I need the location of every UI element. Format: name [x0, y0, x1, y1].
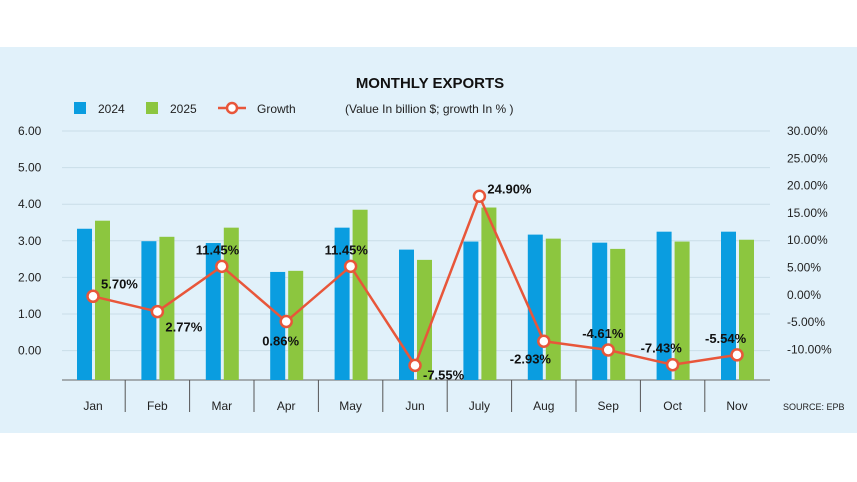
bar-2025-Nov — [739, 239, 754, 380]
growth-point-Feb — [150, 304, 165, 319]
left-axis-tick: 0.00 — [18, 344, 42, 358]
bar-2024-Jan — [77, 228, 92, 380]
growth-point-May — [343, 259, 358, 274]
x-axis-label-Jun: Jun — [405, 399, 424, 413]
chart-subtitle: (Value In billion $; growth In % ) — [345, 102, 514, 116]
x-axis-label-Aug: Aug — [533, 399, 554, 413]
x-axis-label-Oct: Oct — [663, 399, 682, 413]
bar-2025-May — [352, 209, 368, 380]
bar-2024-July — [463, 241, 479, 380]
bar-2025-Feb — [159, 236, 175, 380]
bar-2024-Oct — [656, 231, 672, 380]
growth-point-Sep — [601, 343, 615, 357]
right-axis-tick: 5.00% — [787, 261, 821, 275]
growth-point-Jun — [408, 358, 422, 373]
right-axis-tick: 0.00% — [787, 288, 821, 302]
growth-point-Mar — [215, 259, 229, 274]
x-axis-label-Jan: Jan — [83, 399, 102, 413]
growth-point-Aug — [537, 334, 551, 349]
bar-2024-Sep — [592, 242, 608, 380]
legend-label-2024: 2024 — [98, 102, 125, 116]
right-axis-tick: -10.00% — [787, 342, 832, 356]
bar-2025-Sep — [610, 248, 626, 380]
chart-title: MONTHLY EXPORTS — [356, 75, 504, 92]
bar-2025-Oct — [674, 241, 690, 380]
right-axis-tick: 15.00% — [787, 206, 828, 220]
source-note: SOURCE: EPB — [783, 402, 845, 412]
growth-point-Oct — [665, 357, 680, 372]
bar-2024-Nov — [721, 231, 736, 380]
right-axis-tick: 25.00% — [787, 151, 828, 165]
growth-point-Apr — [279, 314, 293, 329]
left-axis-tick: 5.00 — [18, 161, 42, 175]
x-axis-label-Nov: Nov — [726, 399, 747, 413]
growth-data-label: -7.55% — [423, 367, 465, 382]
growth-data-label: 0.86% — [262, 334, 299, 349]
growth-point-Nov — [730, 348, 744, 362]
legend-swatch-2025 — [146, 102, 158, 114]
x-axis-label-Apr: Apr — [277, 399, 296, 413]
right-axis-tick: -5.00% — [787, 315, 825, 329]
bar-2025-July — [481, 207, 497, 380]
legend-label-2025: 2025 — [170, 102, 197, 116]
growth-data-label: -5.54% — [705, 331, 747, 346]
legend-swatch-2024 — [74, 102, 86, 114]
right-axis-tick: 20.00% — [787, 179, 828, 193]
growth-point-Jan — [86, 289, 100, 304]
bar-2024-Apr — [270, 271, 286, 380]
left-axis-tick: 1.00 — [18, 307, 42, 321]
x-axis-label-Sep: Sep — [598, 399, 620, 413]
growth-data-label: -4.61% — [582, 326, 624, 341]
growth-data-label: -7.43% — [641, 341, 683, 356]
bar-2024-Mar — [205, 243, 221, 380]
left-axis-tick: 3.00 — [18, 234, 42, 248]
growth-data-label: 11.45% — [325, 242, 369, 257]
growth-data-label: -2.93% — [510, 351, 552, 366]
left-axis-tick: 4.00 — [18, 197, 42, 211]
right-axis-tick: 30.00% — [787, 124, 828, 138]
growth-data-label: 11.45% — [196, 242, 240, 257]
legend-marker-growth — [225, 101, 239, 115]
left-axis-tick: 2.00 — [18, 270, 42, 284]
right-axis-tick: 10.00% — [787, 233, 828, 247]
x-axis-label-Feb: Feb — [147, 399, 168, 413]
growth-data-label: 5.70% — [101, 276, 138, 291]
growth-data-label: 2.77% — [165, 320, 202, 335]
x-axis-label-July: July — [469, 399, 490, 413]
x-axis-label-Mar: Mar — [211, 399, 232, 413]
left-axis-tick: 6.00 — [18, 124, 42, 138]
legend-label-growth: Growth — [257, 102, 296, 116]
growth-point-July — [472, 189, 487, 204]
growth-data-label: 24.90% — [487, 181, 532, 196]
x-axis-label-May: May — [339, 399, 362, 413]
bar-2025-Jan — [95, 220, 110, 380]
bar-2025-Apr — [288, 270, 304, 380]
